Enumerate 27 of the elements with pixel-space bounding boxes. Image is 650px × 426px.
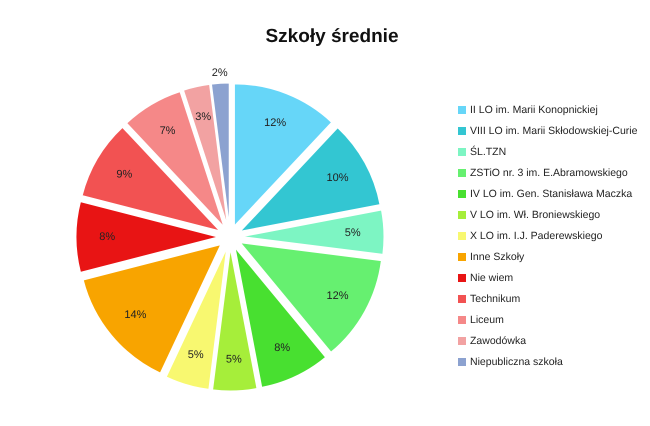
legend-label: V LO im. Wł. Broniewskiego	[470, 208, 600, 221]
legend-label: IV LO im. Gen. Stanisława Maczka	[470, 188, 632, 200]
legend-label: Technikum	[470, 292, 520, 305]
data-label: 7%	[160, 125, 176, 138]
legend-label: ZSTiO nr. 3 im. E.Abramowskiego	[470, 166, 628, 179]
legend-label: VIII LO im. Marii Skłodowskiej-Curie	[470, 124, 638, 137]
data-label: 12%	[326, 290, 349, 302]
legend-label: Zawodówka	[470, 334, 526, 347]
data-label: 9%	[116, 168, 132, 180]
data-label: 14%	[124, 309, 147, 322]
legend-label: Nie wiem	[470, 272, 514, 284]
data-label: 12%	[264, 116, 286, 129]
data-label: 5%	[188, 348, 204, 361]
data-label: 2%	[212, 67, 228, 80]
data-label: 5%	[344, 227, 361, 240]
data-label: 5%	[226, 354, 242, 366]
legend-label: ŚL.TZN	[470, 144, 506, 158]
legend-label: Inne Szkoły	[470, 250, 526, 263]
legend-label: Niepubliczna szkoła	[470, 356, 563, 368]
data-label: 3%	[195, 111, 212, 124]
chart-title: Szkoły średnie	[265, 26, 399, 47]
data-label: 8%	[99, 230, 116, 243]
data-label: 8%	[274, 342, 290, 354]
legend-label: II LO im. Marii Konopnickiej	[470, 104, 598, 116]
legend-label: Liceum	[470, 314, 504, 326]
legend-label: X LO im. I.J. Paderewskiego	[470, 230, 603, 242]
data-label: 10%	[326, 172, 349, 184]
